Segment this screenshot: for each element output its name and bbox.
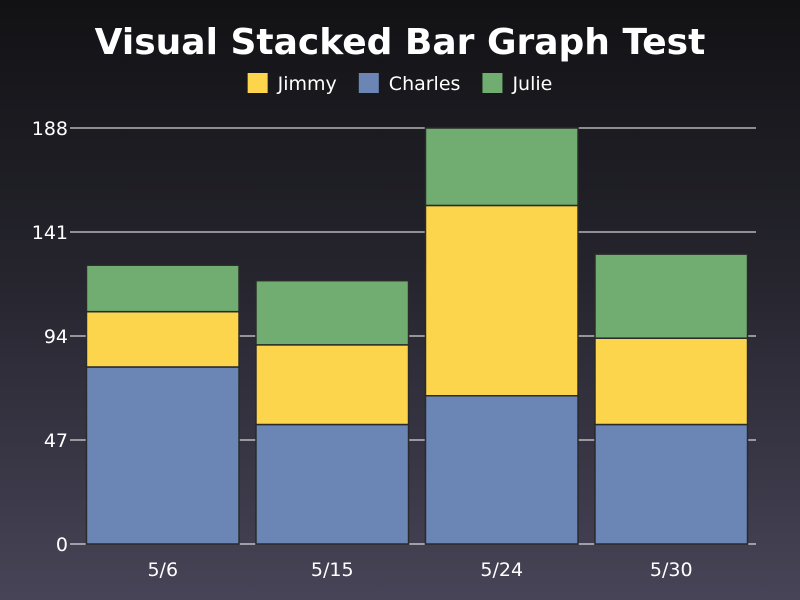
x-tick-label: 5/6	[147, 559, 178, 581]
bar-segment-charles	[595, 425, 748, 544]
legend-label-jimmy: Jimmy	[277, 73, 337, 95]
legend: Jimmy Charles Julie	[248, 73, 553, 95]
x-tick-label: 5/24	[480, 559, 523, 581]
y-tick-label: 94	[44, 326, 68, 348]
y-axis-tick-labels: 0 47 94 141 188	[32, 118, 68, 556]
bar-segment-julie	[256, 281, 409, 345]
x-tick-label: 5/30	[650, 559, 693, 581]
legend-swatch-jimmy	[248, 73, 268, 93]
bar-segment-jimmy	[595, 338, 748, 424]
legend-label-julie: Julie	[511, 73, 552, 95]
legend-swatch-charles	[359, 73, 379, 93]
y-tick-label: 141	[32, 222, 68, 244]
bar-segment-julie	[86, 265, 239, 311]
bar-segment-charles	[425, 396, 578, 544]
bar-segment-jimmy	[256, 345, 409, 425]
legend-swatch-julie	[482, 73, 502, 93]
y-tick-label: 0	[56, 534, 68, 556]
legend-label-charles: Charles	[389, 73, 461, 95]
bar-segment-jimmy	[425, 205, 578, 395]
y-tick-label: 47	[44, 430, 68, 452]
bar-segment-charles	[86, 367, 239, 544]
bar-segment-charles	[256, 425, 409, 544]
x-tick-label: 5/15	[311, 559, 354, 581]
y-tick-label: 188	[32, 118, 68, 140]
x-axis-tick-labels: 5/6 5/15 5/24 5/30	[147, 559, 692, 581]
bar-segment-jimmy	[86, 312, 239, 367]
chart-title: Visual Stacked Bar Graph Test	[95, 22, 706, 63]
bar-segment-julie	[595, 254, 748, 338]
bar-segment-julie	[425, 128, 578, 205]
